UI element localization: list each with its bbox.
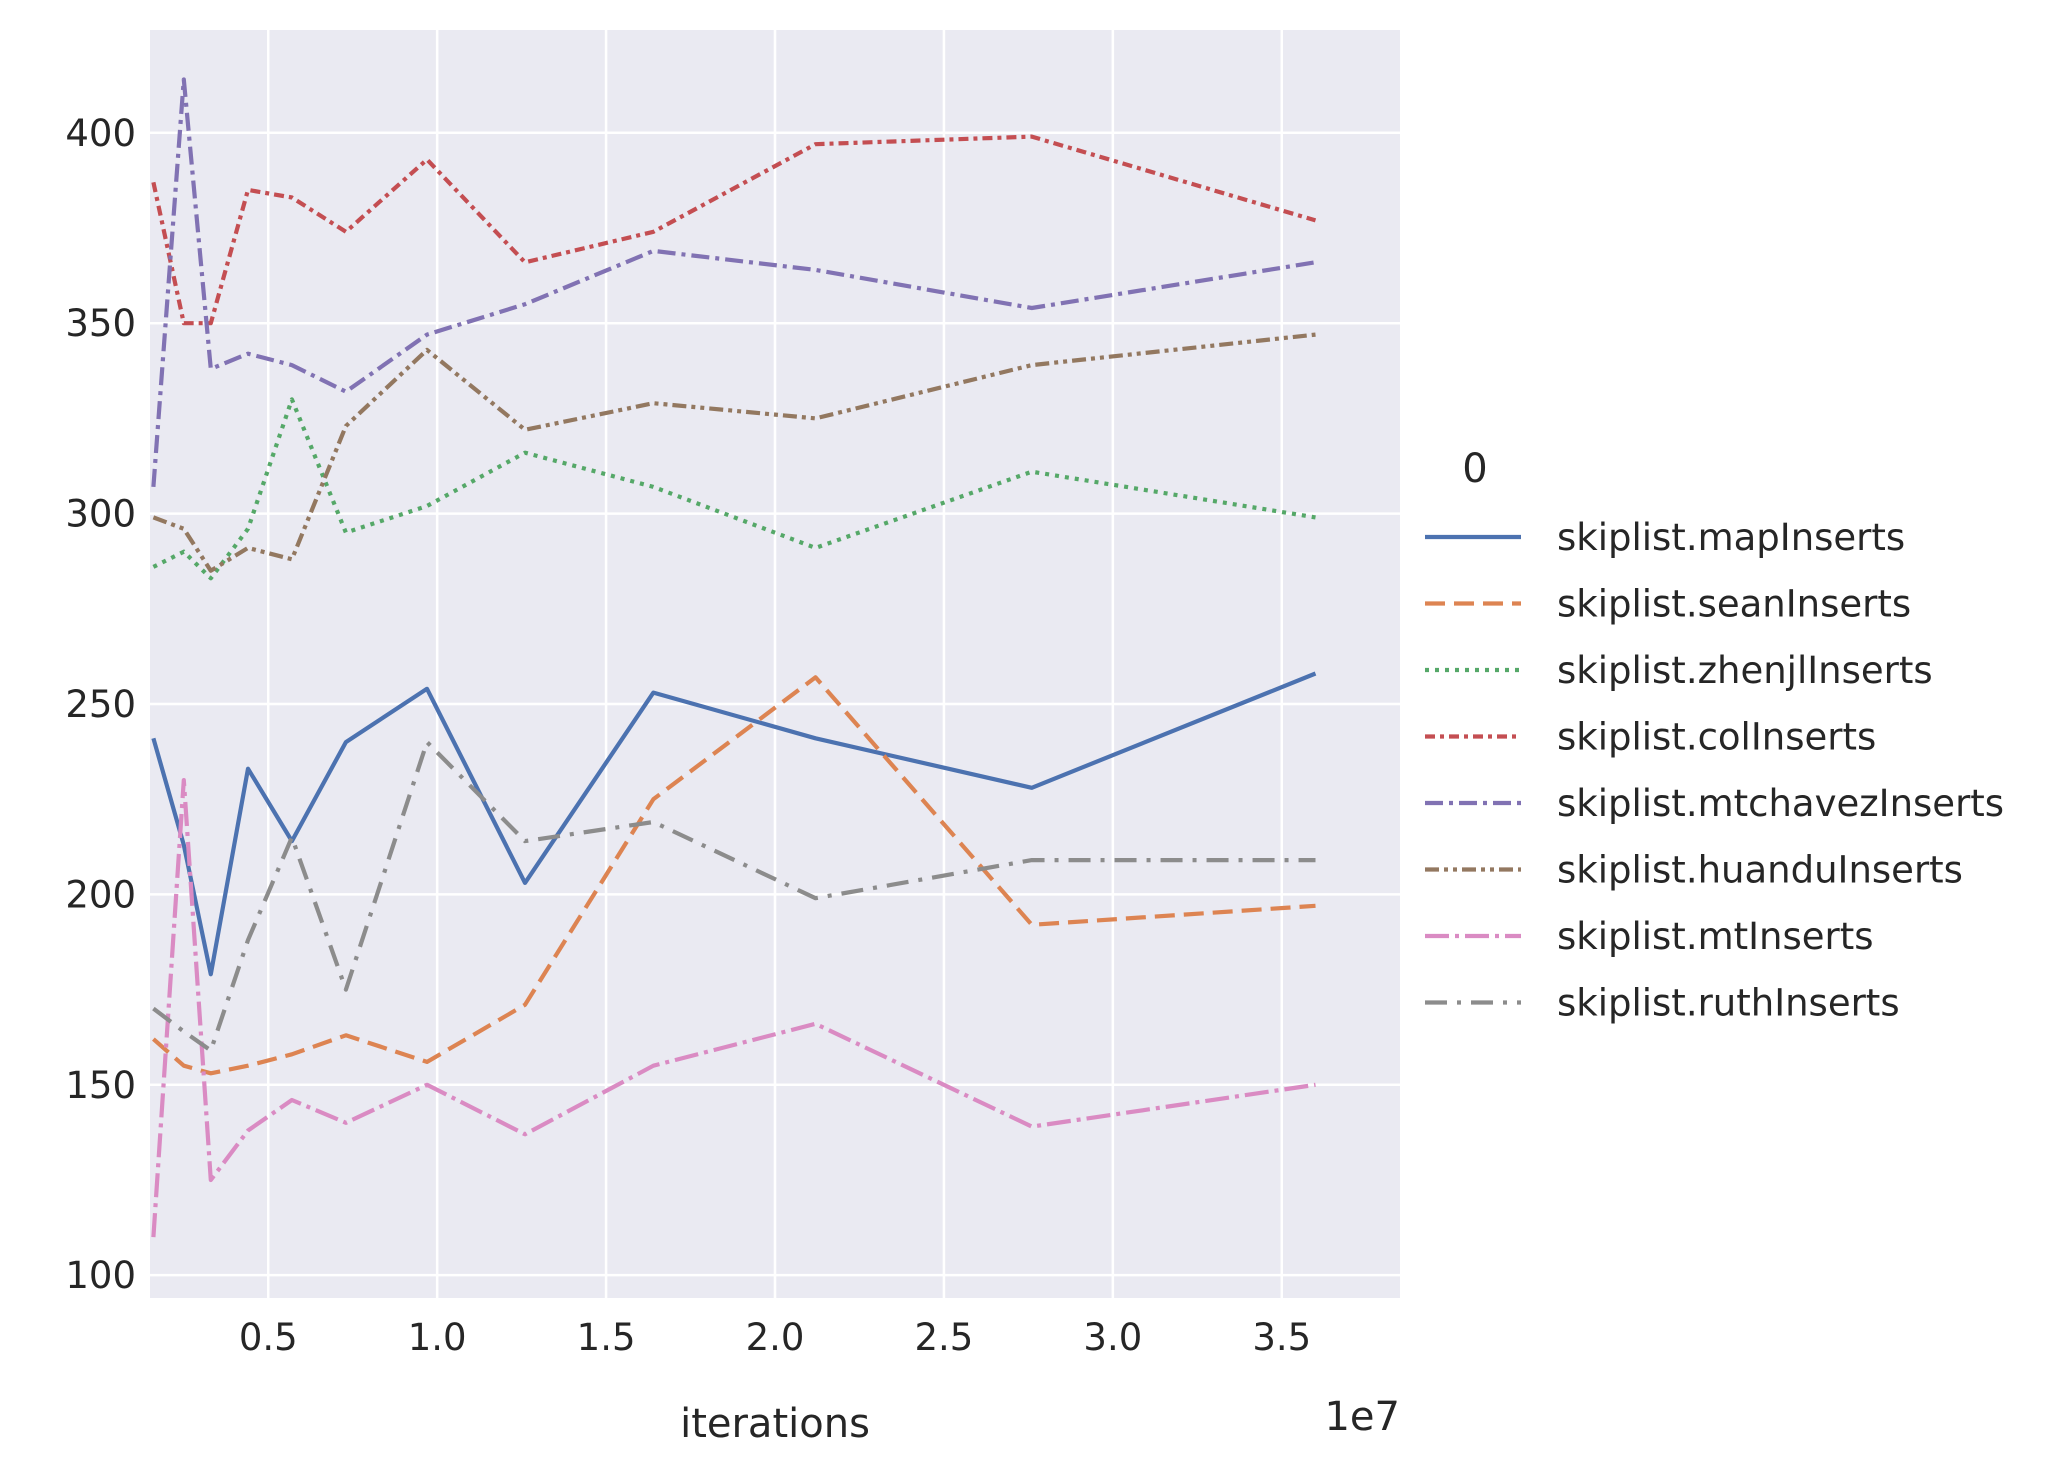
series-line bbox=[151, 671, 1317, 977]
series-line bbox=[152, 675, 1316, 1076]
x-tick-label: 1.0 bbox=[408, 1316, 467, 1359]
series-line bbox=[151, 77, 1316, 488]
legend-entry-label: skiplist.huanduInserts bbox=[1557, 849, 1963, 892]
x-tick-label: 3.5 bbox=[1252, 1316, 1311, 1359]
x-axis-offset-label: 1e7 bbox=[1324, 1394, 1400, 1440]
legend-entry-label: skiplist.mapInserts bbox=[1557, 516, 1905, 559]
legend-entry-label: skiplist.seanInserts bbox=[1557, 583, 1911, 626]
y-tick-label: 100 bbox=[65, 1254, 136, 1297]
legend-entry-label: skiplist.mtInserts bbox=[1557, 915, 1874, 958]
legend-entry-label: skiplist.ruthInserts bbox=[1557, 982, 1900, 1025]
x-tick-label: 2.5 bbox=[914, 1316, 973, 1359]
x-tick-label: 0.5 bbox=[239, 1316, 298, 1359]
series-line bbox=[152, 332, 1316, 573]
legend-entry-label: skiplist.colInserts bbox=[1557, 716, 1876, 759]
y-tick-label: 150 bbox=[65, 1064, 136, 1107]
y-axis: 100 150 200 250 300 350 400 bbox=[65, 112, 136, 1297]
y-tick-label: 200 bbox=[65, 873, 136, 916]
legend-title: 0 bbox=[1462, 446, 1487, 492]
legend-entry-label: skiplist.mtchavezInserts bbox=[1557, 782, 2004, 825]
series-line bbox=[151, 134, 1317, 326]
y-tick-label: 300 bbox=[65, 493, 136, 536]
legend-entry-label: skiplist.zhenjlInserts bbox=[1557, 649, 1933, 692]
legend: 0 skiplist.mapInserts skiplist.seanInsert… bbox=[1425, 446, 2004, 1025]
series-lines bbox=[151, 77, 1317, 1238]
series-line bbox=[151, 777, 1316, 1238]
y-tick-label: 250 bbox=[65, 683, 136, 726]
x-axis: 0.5 1.0 1.5 2.0 2.5 3.0 3.5 bbox=[239, 1316, 1311, 1359]
x-tick-label: 3.0 bbox=[1083, 1316, 1142, 1359]
x-axis-label: iterations bbox=[680, 1401, 870, 1447]
x-tick-label: 2.0 bbox=[746, 1316, 805, 1359]
y-tick-label: 400 bbox=[65, 112, 136, 155]
x-tick-label: 1.5 bbox=[577, 1316, 636, 1359]
y-tick-label: 350 bbox=[65, 302, 136, 345]
series-line bbox=[152, 739, 1316, 1053]
